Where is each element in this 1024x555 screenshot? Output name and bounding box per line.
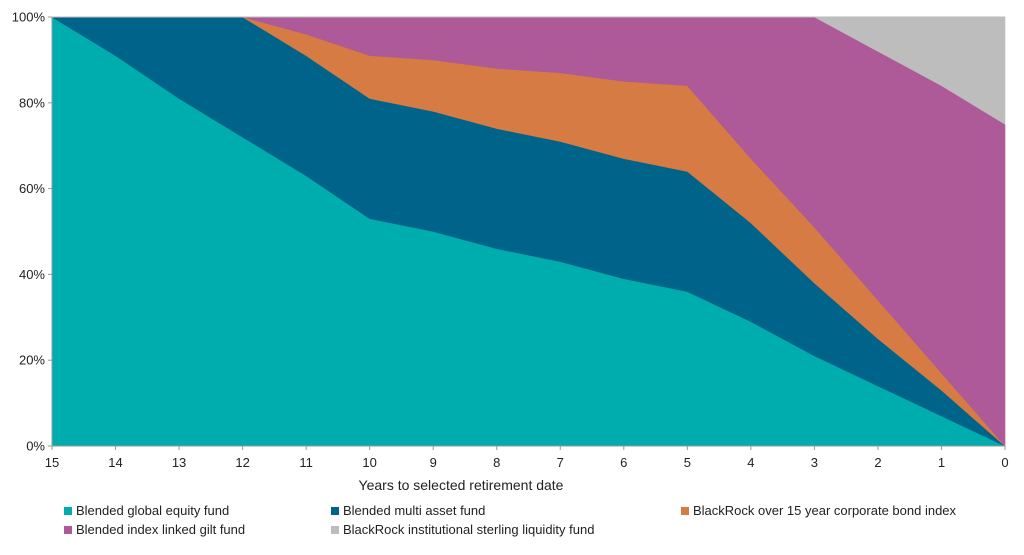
- legend-swatch-global-equity: [64, 506, 72, 515]
- y-tick-label: 40%: [19, 267, 45, 282]
- legend-swatch-multi-asset: [331, 506, 339, 515]
- x-tick-label: 3: [811, 455, 818, 470]
- legend-item-multi-asset: Blended multi asset fund: [331, 503, 485, 518]
- x-tick-label: 5: [684, 455, 691, 470]
- x-tick-label: 14: [108, 455, 122, 470]
- x-tick-label: 12: [235, 455, 249, 470]
- x-tick-label: 13: [172, 455, 186, 470]
- x-tick-label: 0: [1001, 455, 1008, 470]
- y-tick-label: 80%: [19, 95, 45, 110]
- legend-label: Blended multi asset fund: [343, 503, 486, 518]
- y-tick-label: 20%: [19, 353, 45, 368]
- x-tick-label: 15: [45, 455, 59, 470]
- legend-item-index-linked-gilt: Blended index linked gilt fund: [64, 522, 245, 537]
- legend-label: Blended index linked gilt fund: [76, 522, 246, 537]
- legend-item-global-equity: Blended global equity fund: [64, 503, 229, 518]
- legend-label: BlackRock institutional sterling liquidi…: [343, 522, 595, 537]
- x-tick-label: 10: [362, 455, 376, 470]
- y-tick-label: 0%: [26, 439, 45, 454]
- x-tick-label: 6: [620, 455, 627, 470]
- x-tick-label: 9: [430, 455, 437, 470]
- legend-item-corporate-bond: BlackRock over 15 year corporate bond in…: [681, 503, 956, 518]
- x-axis-title: Years to selected retirement date: [359, 477, 564, 493]
- legend-item-sterling-liquidity: BlackRock institutional sterling liquidi…: [331, 522, 594, 537]
- y-axis-ticks: 0% 20% 40% 60% 80% 100%: [12, 10, 52, 454]
- y-tick-label: 100%: [12, 10, 46, 25]
- x-tick-label: 8: [493, 455, 500, 470]
- legend-label: BlackRock over 15 year corporate bond in…: [693, 503, 957, 518]
- legend-swatch-corporate-bond: [681, 506, 689, 515]
- axes: [51, 16, 1005, 447]
- y-tick-label: 60%: [19, 181, 45, 196]
- x-tick-label: 2: [874, 455, 881, 470]
- legend-swatch-sterling-liquidity: [331, 525, 339, 534]
- x-axis-ticks: 15 14 13 12 11 10 9 8 7 6 5 4 3 2 1 0: [45, 446, 1009, 470]
- area-layers: [50, 16, 1006, 447]
- x-tick-label: 1: [938, 455, 945, 470]
- legend-label: Blended global equity fund: [76, 503, 230, 518]
- x-tick-label: 4: [747, 455, 754, 470]
- x-tick-label: 11: [299, 455, 313, 470]
- legend-swatch-index-linked-gilt: [64, 525, 72, 534]
- x-tick-label: 7: [557, 455, 564, 470]
